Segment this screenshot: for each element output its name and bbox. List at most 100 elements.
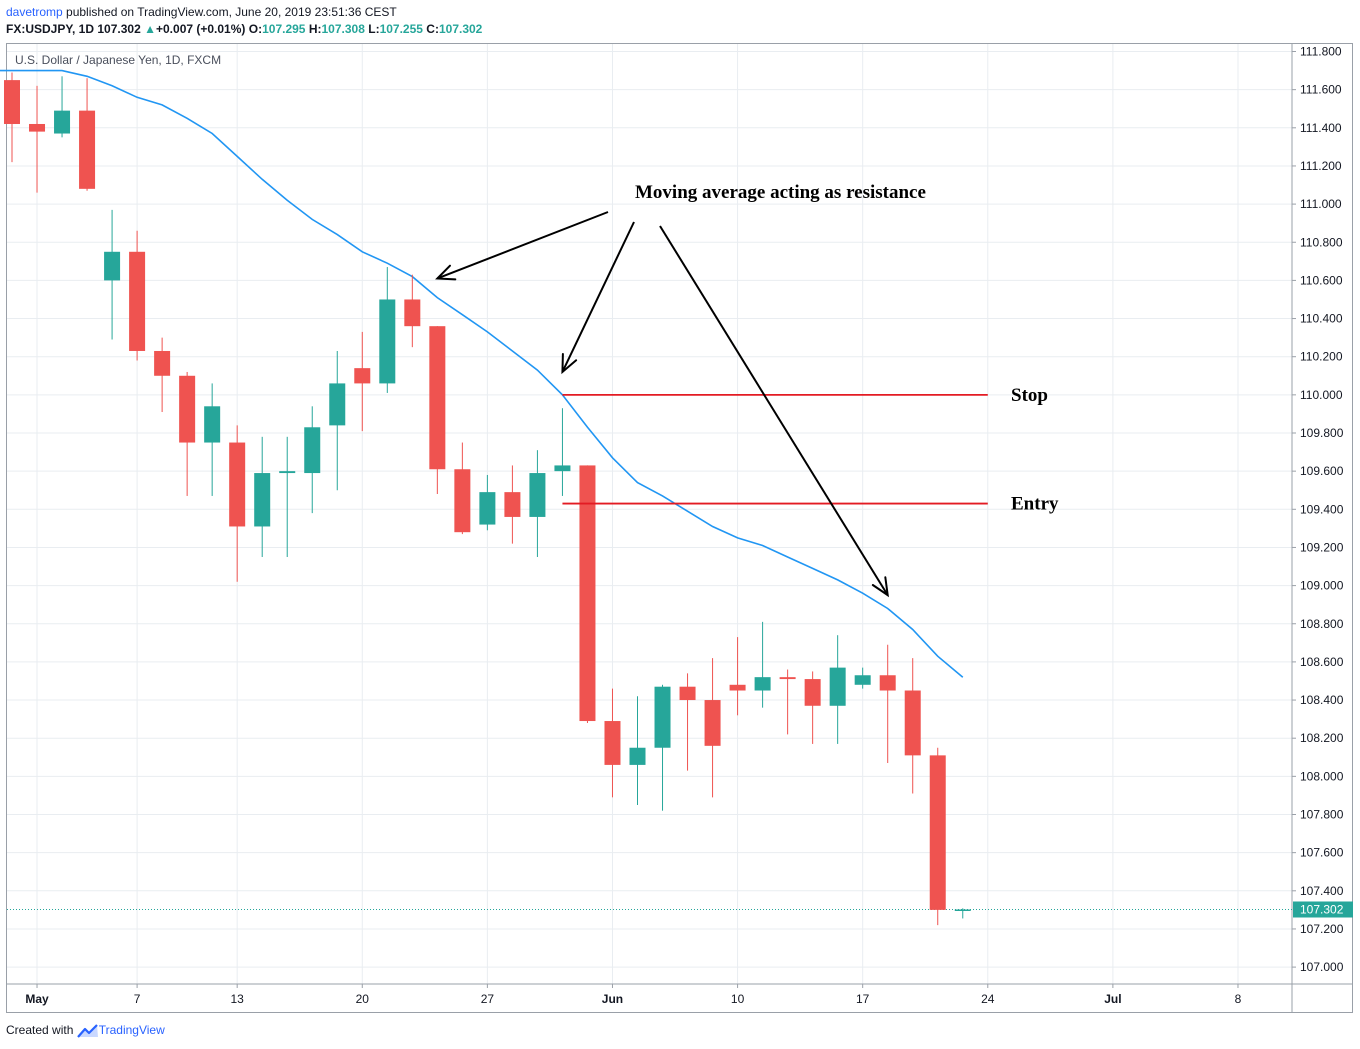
price-axis: 111.800 111.600 111.400 111.200 111.000 110.8… — [1292, 45, 1344, 974]
candle-body-down — [4, 80, 20, 124]
arrow-shaft — [561, 221, 635, 373]
publish-info: published on TradingView.com, June 20, 2… — [62, 5, 397, 19]
price-tick-label: 110.400 — [1300, 312, 1343, 326]
time-tick-label: 27 — [481, 992, 495, 1006]
candle — [804, 671, 821, 744]
candle — [904, 658, 921, 794]
price-tick-label: 107.400 — [1300, 884, 1344, 898]
candle-body-down — [454, 469, 471, 533]
footer: Created with TradingView — [6, 1023, 165, 1038]
level-label-stop: Stop — [1011, 385, 1048, 406]
candle — [854, 667, 871, 689]
candle-body-down — [354, 368, 371, 384]
price-tick-label: 109.800 — [1300, 426, 1344, 440]
chart-symbol-title: U.S. Dollar / Japanese Yen, 1D, FXCM — [15, 53, 222, 67]
time-tick-label: 8 — [1235, 992, 1242, 1006]
candle — [354, 331, 371, 432]
candle-body-up — [954, 909, 971, 911]
candle-body-down — [679, 686, 696, 701]
ohlc-line: FX:USDJPY, 1D 107.302 ▲+0.007 (+0.01%) O… — [6, 22, 482, 36]
candle-body-up — [279, 471, 296, 474]
time-tick-label: May — [25, 992, 49, 1006]
candle — [154, 337, 171, 413]
publish-line: davetromp published on TradingView.com, … — [6, 5, 397, 19]
candle — [679, 673, 696, 771]
candle — [4, 72, 20, 163]
candle-body-up — [629, 747, 646, 765]
candle — [779, 669, 796, 735]
time-tick-label: 24 — [981, 992, 995, 1006]
time-axis: May 7 13 20 27 Jun 10 17 24 Jul 8 — [25, 984, 1242, 1006]
price-tick-label: 108.800 — [1300, 617, 1344, 631]
candle-body-down — [579, 465, 596, 722]
candle-body-up — [304, 427, 321, 474]
chart-frame — [6, 43, 1353, 1013]
arrow-head — [435, 264, 457, 281]
candle-body-down — [29, 123, 46, 132]
price-tick-label: 110.800 — [1300, 235, 1343, 249]
annotation-text: Moving average acting as resistance — [635, 182, 926, 203]
last-price-badge-label: 107.302 — [1300, 902, 1344, 916]
candle-body-down — [779, 677, 796, 680]
candle-body-down — [704, 700, 721, 746]
price-tick-label: 110.600 — [1300, 273, 1343, 287]
candle-body-up — [254, 473, 271, 527]
level-label-entry: Entry — [1011, 494, 1059, 515]
candle-body-up — [479, 492, 496, 525]
arrow-shaft — [659, 225, 889, 596]
candles — [4, 72, 971, 926]
price-tick-label: 111.600 — [1300, 83, 1342, 97]
price-tick-label: 107.800 — [1300, 808, 1344, 822]
candle-body-up — [54, 110, 71, 134]
arrow-shaft — [436, 211, 609, 280]
candle-body-down — [129, 251, 146, 351]
time-tick-label: 10 — [731, 992, 745, 1006]
candle — [304, 406, 321, 514]
annotation-arrow — [435, 211, 609, 281]
moving-average-line — [0, 69, 964, 678]
candle-body-up — [329, 383, 346, 426]
candle-body-down — [504, 492, 521, 517]
candle — [229, 425, 246, 582]
price-tick-label: 111.400 — [1300, 121, 1342, 135]
candle-body-up — [754, 677, 771, 691]
price-tick-label: 110.200 — [1300, 350, 1343, 364]
annotation-arrow — [561, 221, 635, 375]
candle — [654, 684, 671, 811]
price-tick-label: 108.000 — [1300, 769, 1344, 783]
time-tick-label: 20 — [356, 992, 370, 1006]
price-tick-label: 107.600 — [1300, 846, 1344, 860]
price-tick-label: 111.200 — [1300, 159, 1342, 173]
candle — [629, 696, 646, 805]
price-tick-label: 108.600 — [1300, 655, 1344, 669]
candle — [829, 635, 846, 744]
candle — [179, 371, 196, 496]
candle-body-up — [854, 675, 871, 685]
author-link[interactable]: davetromp — [6, 5, 63, 19]
up-triangle-icon: ▲ — [144, 22, 156, 36]
candle — [954, 908, 971, 919]
last-price-badge — [1293, 901, 1353, 918]
candle — [104, 209, 121, 340]
last-price: 107.302 — [97, 22, 141, 36]
high-value: 107.308 — [321, 22, 365, 36]
candle — [29, 85, 46, 193]
candle — [429, 326, 446, 495]
candle-body-down — [904, 690, 921, 756]
price-tick-label: 107.200 — [1300, 922, 1344, 936]
price-tick-label: 107.000 — [1300, 960, 1344, 974]
candle — [529, 450, 546, 557]
candle-body-up — [104, 251, 121, 281]
candle — [579, 465, 596, 723]
grid — [7, 44, 1292, 984]
candle-body-up — [204, 406, 221, 443]
candle — [279, 436, 296, 557]
time-tick-label: 13 — [231, 992, 245, 1006]
candle-body-down — [804, 679, 821, 706]
tradingview-brand-link[interactable]: TradingView — [98, 1023, 165, 1037]
candle-body-up — [829, 667, 846, 706]
candle-body-down — [929, 755, 946, 910]
candle — [729, 637, 746, 716]
candle — [79, 78, 96, 191]
